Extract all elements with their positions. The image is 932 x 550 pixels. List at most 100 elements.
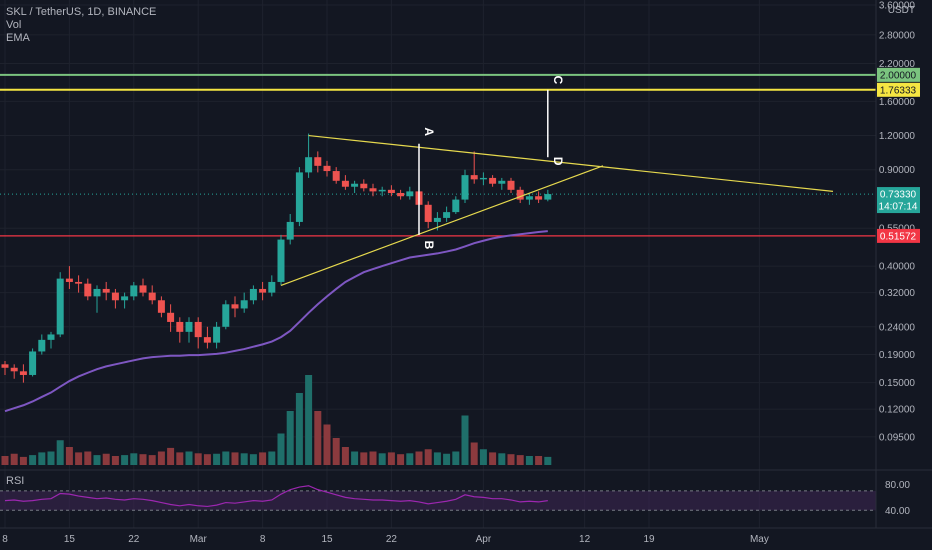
candle-body <box>397 192 405 197</box>
volume-bar <box>111 456 119 465</box>
candle-body <box>148 292 156 301</box>
candle-body <box>277 239 285 282</box>
volume-bar <box>157 451 165 465</box>
price-tick-label: 1.20000 <box>879 131 916 142</box>
candle-body <box>185 321 193 332</box>
candle-body <box>452 199 460 213</box>
candle-body <box>38 339 46 352</box>
time-tick-label: 19 <box>643 534 655 545</box>
volume-bar <box>213 453 221 465</box>
volume-bar <box>148 455 156 465</box>
volume-bar <box>341 447 349 465</box>
volume-bar <box>75 452 83 465</box>
candle-body <box>516 189 524 200</box>
countdown-label: 14:07:14 <box>879 202 918 213</box>
volume-bar <box>323 424 331 465</box>
price-tick-label: 3.60000 <box>879 1 916 12</box>
candle-body <box>249 288 257 301</box>
time-tick-label: 8 <box>2 534 8 545</box>
price-axis[interactable]: 3.60000 2.80000 2.20000 1.60000 1.20000 0.900… <box>875 0 920 528</box>
volume-bar <box>1 456 9 465</box>
horizontal-levels[interactable] <box>0 73 876 237</box>
volume-bar <box>176 452 184 465</box>
time-tick-label: Apr <box>476 534 492 545</box>
candle-body <box>213 326 221 343</box>
volume-bar <box>544 456 552 465</box>
pattern-point-label: C <box>551 75 565 84</box>
volume-bar <box>130 453 138 465</box>
volume-bar <box>102 453 110 465</box>
price-tick-label: 2.20000 <box>879 59 916 70</box>
time-tick-label: 8 <box>260 534 266 545</box>
volume-bar <box>415 451 423 465</box>
volume-bar <box>507 454 515 465</box>
ema-indicator-label[interactable]: EMA <box>6 32 30 44</box>
candle-body <box>489 177 497 184</box>
volume-bar <box>295 393 303 465</box>
time-tick-label: 12 <box>579 534 591 545</box>
volume-bar <box>240 453 248 465</box>
candle-body <box>222 304 230 327</box>
volume-bar <box>406 453 414 465</box>
candle-body <box>231 304 239 309</box>
volume-bar <box>38 452 46 465</box>
trendline <box>280 165 604 286</box>
candle-body <box>19 371 27 375</box>
volume-bars <box>1 375 552 465</box>
candle-body <box>470 175 478 180</box>
vol-indicator-label[interactable]: Vol <box>6 19 22 31</box>
candle-body <box>544 194 552 200</box>
symbol-title[interactable]: SKL / TetherUS, 1D, BINANCE <box>6 6 157 18</box>
ema-path <box>4 230 548 413</box>
time-axis[interactable]: 8 15 22 Mar 8 15 22 Apr 12 19 May <box>0 527 932 545</box>
price-level-badge <box>877 228 920 243</box>
candle-body <box>84 283 92 297</box>
candle-body <box>525 196 533 200</box>
candle-body <box>29 351 37 375</box>
candle-body <box>433 217 441 222</box>
volume-bar <box>139 454 147 465</box>
price-tick-label: 0.12000 <box>879 405 916 416</box>
candle-body <box>387 189 395 193</box>
volume-bar <box>268 451 276 465</box>
volume-bar <box>167 447 175 465</box>
volume-bar <box>397 454 405 465</box>
candle-body <box>56 278 64 335</box>
price-tick-label: 0.24000 <box>879 322 916 333</box>
candle-body <box>378 189 386 192</box>
candle-body <box>139 285 147 293</box>
volume-bar <box>121 455 129 465</box>
volume-bar <box>351 451 359 465</box>
rsi-band <box>0 490 876 511</box>
rsi-tick-label: 40.00 <box>885 506 910 517</box>
candle-body <box>203 337 211 343</box>
price-tick-label: 0.19000 <box>879 350 916 361</box>
current-price-label: 0.73330 <box>880 190 917 201</box>
volume-bar <box>470 442 478 465</box>
candle-body <box>507 180 515 190</box>
volume-bar <box>286 411 294 465</box>
price-level-badge-label: 1.76333 <box>880 85 917 96</box>
volume-bar <box>369 451 377 465</box>
candle-body <box>360 183 368 189</box>
volume-bar <box>194 453 202 465</box>
volume-bar <box>516 455 524 465</box>
candle-body <box>194 321 202 338</box>
candle-body <box>259 288 267 293</box>
candle-body <box>65 278 73 282</box>
candle-body <box>93 288 101 297</box>
time-tick-label: 22 <box>128 534 140 545</box>
price-tick-label: 0.32000 <box>879 288 916 299</box>
drawings[interactable]: A B C D <box>280 75 834 286</box>
candle-body <box>314 157 322 166</box>
rsi-label: RSI <box>6 475 24 487</box>
candle-body <box>121 296 129 301</box>
candle-body <box>240 300 248 309</box>
trendline <box>308 134 834 192</box>
price-tick-label: 1.60000 <box>879 97 916 108</box>
price-tick-label: 0.15000 <box>879 378 916 389</box>
volume-bar <box>498 453 506 465</box>
volume-bar <box>203 454 211 465</box>
rsi-path <box>4 485 548 508</box>
